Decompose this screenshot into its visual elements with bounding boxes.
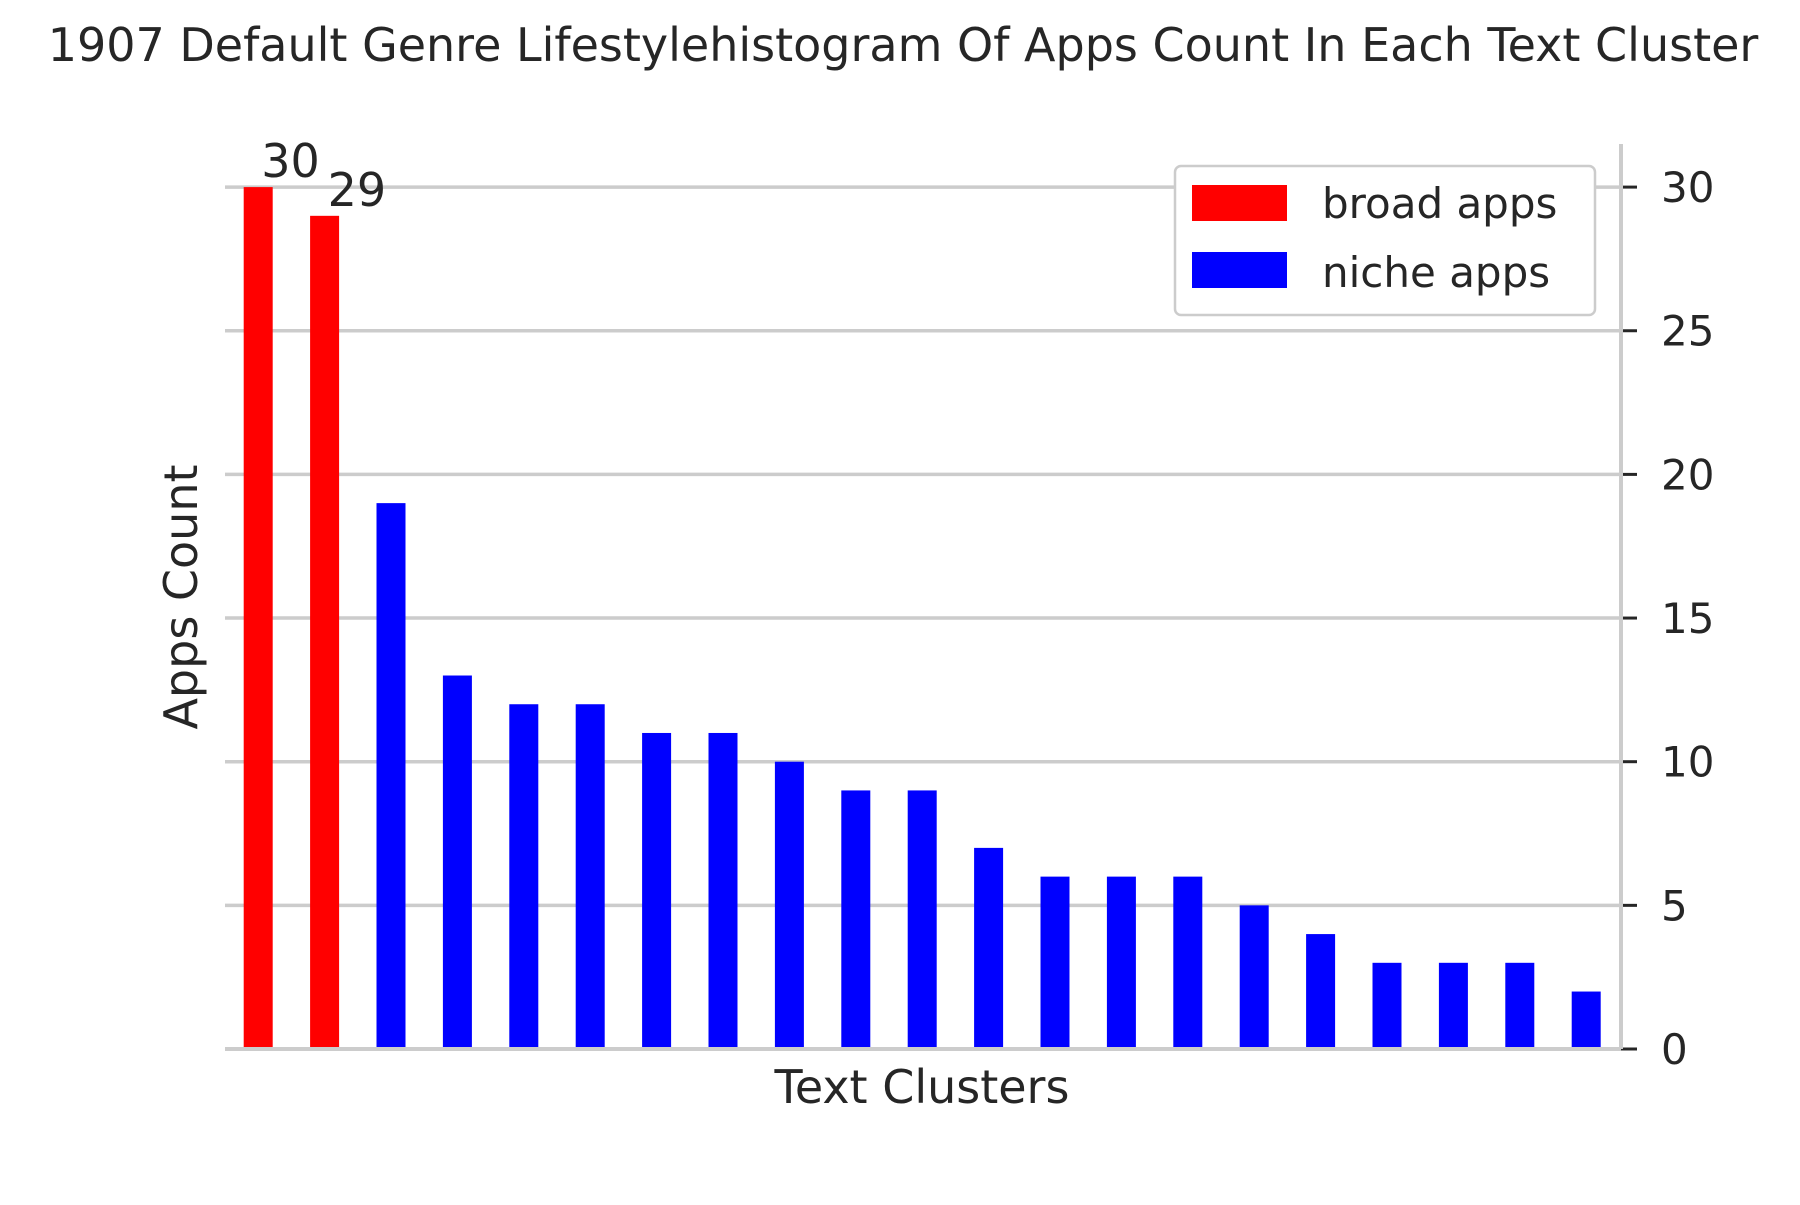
y-tick-label-25: 25 bbox=[1661, 307, 1714, 356]
bar-niche-apps-14 bbox=[1239, 905, 1269, 1049]
bar-niche-apps-2 bbox=[442, 675, 472, 1049]
bar-niche-apps-10 bbox=[974, 847, 1004, 1049]
y-tick-label-15: 15 bbox=[1661, 594, 1714, 643]
bar-niche-apps-18 bbox=[1505, 962, 1535, 1049]
legend-swatch-broad-apps bbox=[1192, 185, 1287, 221]
bar-niche-apps-16 bbox=[1372, 962, 1402, 1049]
bar-niche-apps-15 bbox=[1306, 934, 1336, 1049]
bar-niche-apps-13 bbox=[1173, 876, 1203, 1049]
y-tick-label-20: 20 bbox=[1661, 450, 1714, 499]
y-tick-label-5: 5 bbox=[1661, 881, 1688, 930]
bar-broad-apps-1 bbox=[243, 187, 273, 1050]
bar-niche-apps-19 bbox=[1571, 991, 1601, 1049]
y-tick-label-30: 30 bbox=[1661, 163, 1714, 212]
bar-niche-apps-12 bbox=[1106, 876, 1136, 1049]
legend: broad apps niche apps bbox=[1173, 164, 1597, 317]
bar-broad-apps-2 bbox=[310, 215, 340, 1050]
data-label-broad-apps-1: 30 bbox=[261, 134, 320, 188]
bar-niche-apps-11 bbox=[1040, 876, 1070, 1049]
bar-niche-apps-5 bbox=[642, 732, 672, 1049]
bar-niche-apps-4 bbox=[575, 704, 605, 1049]
bar-niche-apps-8 bbox=[841, 790, 871, 1049]
bar-niche-apps-7 bbox=[774, 761, 804, 1049]
bar-niche-apps-6 bbox=[708, 732, 738, 1049]
data-label-broad-apps-2: 29 bbox=[328, 163, 387, 217]
x-axis-label: Text Clusters bbox=[774, 1060, 1070, 1114]
bar-niche-apps-17 bbox=[1438, 962, 1468, 1049]
legend-label-niche-apps: niche apps bbox=[1322, 248, 1550, 297]
bar-niche-apps-1 bbox=[376, 503, 406, 1050]
bar-niche-apps-3 bbox=[509, 704, 539, 1049]
legend-label-broad-apps: broad apps bbox=[1322, 179, 1557, 228]
chart-title: 1907 Default Genre Lifestylehistogram Of… bbox=[48, 18, 1759, 72]
y-tick-label-0: 0 bbox=[1661, 1025, 1688, 1074]
legend-swatch-niche-apps bbox=[1192, 252, 1287, 288]
bar-niche-apps-9 bbox=[907, 790, 937, 1049]
axes: 0 5 10 15 20 25 30 bbox=[225, 144, 1714, 1074]
y-axis-label: Apps Count bbox=[154, 464, 208, 729]
bars bbox=[243, 187, 1601, 1050]
y-tick-label-10: 10 bbox=[1661, 738, 1714, 787]
